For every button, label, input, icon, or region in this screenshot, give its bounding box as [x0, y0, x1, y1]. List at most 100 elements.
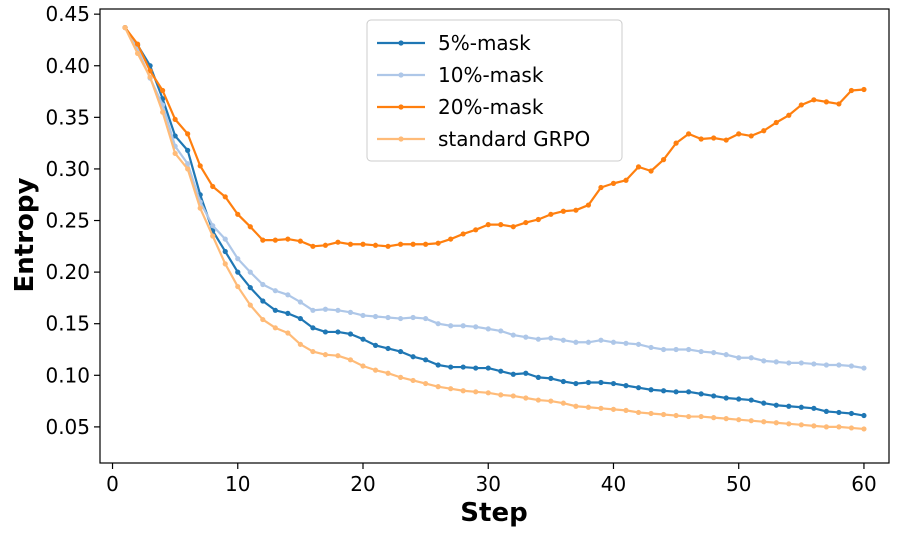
- data-point: [423, 380, 429, 387]
- data-point: [748, 397, 754, 403]
- data-point: [836, 424, 842, 430]
- data-point: [836, 409, 842, 416]
- data-point: [247, 269, 253, 275]
- data-point: [435, 362, 441, 368]
- data-point: [761, 128, 767, 134]
- data-point: [711, 349, 717, 356]
- data-point: [761, 419, 767, 425]
- data-point: [686, 389, 692, 395]
- data-point: [660, 157, 667, 163]
- data-point: [473, 227, 479, 233]
- data-point: [410, 314, 416, 321]
- data-point: [861, 412, 867, 419]
- data-point: [460, 231, 466, 237]
- data-point: [285, 330, 291, 336]
- data-point: [535, 336, 541, 342]
- data-point: [160, 87, 166, 94]
- data-point: [711, 393, 717, 399]
- data-point: [285, 236, 291, 242]
- data-point: [635, 385, 642, 391]
- data-point: [786, 112, 792, 118]
- data-point: [698, 391, 704, 397]
- data-point: [410, 377, 416, 384]
- data-point: [811, 97, 817, 103]
- data-point: [272, 307, 278, 313]
- data-point: [711, 415, 717, 421]
- series-0: [122, 24, 867, 419]
- data-point: [335, 329, 341, 335]
- data-point: [773, 402, 779, 408]
- data-point: [385, 314, 391, 321]
- data-point: [347, 357, 354, 363]
- data-point: [410, 354, 416, 360]
- legend-box: [366, 19, 623, 162]
- data-point: [736, 396, 742, 402]
- data-point: [485, 390, 491, 396]
- data-point: [498, 328, 504, 334]
- x-tick-label: 50: [726, 472, 751, 496]
- data-point: [610, 380, 617, 387]
- data-point: [185, 166, 191, 172]
- legend-marker: [398, 136, 404, 142]
- data-point: [172, 116, 178, 123]
- legend-label: 20%-mask: [438, 95, 544, 119]
- data-point: [335, 353, 341, 359]
- data-point: [635, 341, 642, 347]
- data-point: [210, 183, 216, 190]
- data-point: [698, 136, 704, 142]
- data-point: [222, 248, 228, 255]
- data-point: [535, 374, 541, 380]
- data-point: [723, 416, 729, 422]
- data-point: [247, 302, 253, 308]
- legend-item: 10%-mask: [377, 63, 544, 87]
- data-point: [322, 352, 329, 358]
- data-point: [523, 370, 529, 376]
- data-point: [347, 241, 354, 247]
- data-point: [535, 397, 541, 403]
- data-point: [848, 410, 855, 417]
- data-point: [423, 357, 429, 363]
- data-point: [197, 163, 203, 169]
- legend-marker: [398, 104, 404, 110]
- data-point: [235, 283, 241, 290]
- data-point: [410, 241, 416, 247]
- data-point: [473, 389, 479, 395]
- data-point: [548, 398, 554, 404]
- data-point: [272, 325, 278, 331]
- data-point: [798, 360, 804, 366]
- data-point: [648, 410, 654, 417]
- data-point: [272, 237, 278, 243]
- data-point: [134, 50, 141, 56]
- data-point: [222, 194, 228, 200]
- data-point: [448, 364, 454, 370]
- data-point: [510, 371, 516, 377]
- x-tick-label: 10: [225, 472, 250, 496]
- y-tick-label: 0.20: [45, 260, 90, 284]
- data-point: [686, 131, 692, 137]
- data-point: [798, 404, 804, 410]
- data-point: [623, 407, 629, 413]
- data-point: [172, 150, 178, 157]
- legend-item: standard GRPO: [377, 127, 590, 151]
- data-point: [648, 387, 654, 393]
- data-point: [635, 409, 642, 416]
- data-point: [147, 74, 153, 80]
- data-point: [322, 306, 329, 312]
- data-point: [811, 361, 817, 367]
- data-point: [185, 131, 191, 137]
- data-point: [523, 334, 529, 340]
- data-point: [397, 241, 404, 247]
- data-point: [310, 243, 316, 249]
- data-point: [185, 161, 191, 167]
- data-point: [623, 383, 629, 389]
- legend: 5%-mask 10%-mask 20%-mask standard GRPO: [366, 19, 623, 162]
- data-point: [322, 329, 329, 335]
- series-1: [122, 24, 867, 371]
- data-point: [635, 164, 642, 170]
- data-point: [786, 360, 792, 366]
- data-point: [786, 421, 792, 427]
- data-point: [310, 325, 316, 331]
- legend-marker: [398, 72, 404, 78]
